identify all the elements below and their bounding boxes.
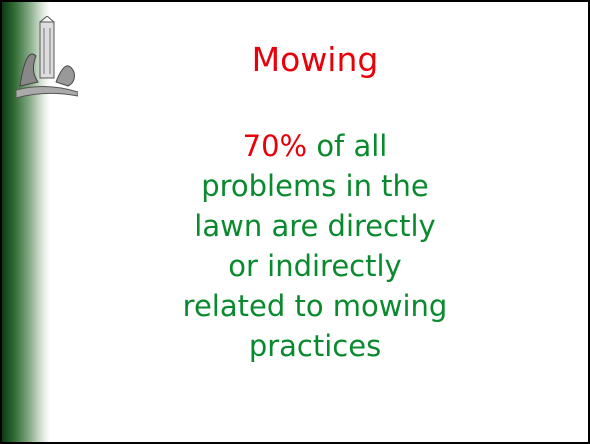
- body-line: related to mowing: [42, 286, 588, 326]
- body-line: problems in the: [42, 166, 588, 206]
- body-text: problems in the: [201, 169, 429, 203]
- body-text: of all: [316, 129, 387, 163]
- body-line: practices: [42, 326, 588, 366]
- body-line: lawn are directly: [42, 206, 588, 246]
- body-text: lawn are directly: [194, 209, 435, 243]
- body-line: 70% of all: [42, 126, 588, 166]
- slide-title: Mowing: [42, 40, 588, 79]
- highlight: 70%: [243, 129, 307, 163]
- body-text: or indirectly: [228, 249, 401, 283]
- body-text: related to mowing: [183, 289, 448, 323]
- body-text: practices: [249, 329, 381, 363]
- body-line: or indirectly: [42, 246, 588, 286]
- slide: Mowing 70% of allproblems in thelawn are…: [0, 0, 590, 444]
